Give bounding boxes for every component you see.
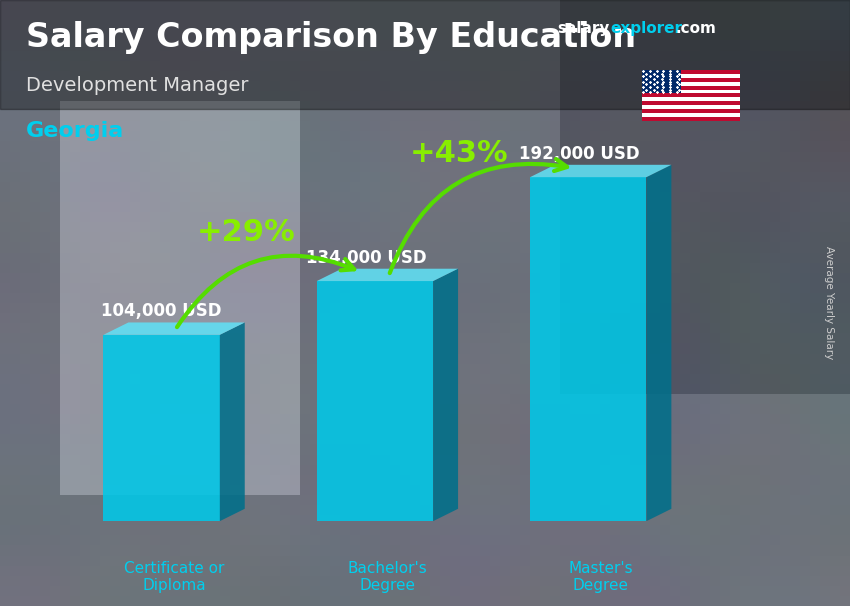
Text: explorer: explorer: [610, 21, 683, 36]
Bar: [642, 117, 740, 121]
Text: 134,000 USD: 134,000 USD: [306, 248, 427, 267]
Polygon shape: [530, 177, 647, 521]
Text: 192,000 USD: 192,000 USD: [519, 145, 640, 163]
Bar: [642, 101, 740, 105]
Bar: [642, 93, 740, 98]
Polygon shape: [104, 322, 245, 335]
Polygon shape: [104, 335, 220, 521]
Text: Master's
Degree: Master's Degree: [569, 561, 633, 593]
Text: Average Yearly Salary: Average Yearly Salary: [824, 247, 834, 359]
Polygon shape: [317, 281, 434, 521]
Text: +43%: +43%: [411, 139, 509, 168]
Bar: [642, 70, 740, 74]
Polygon shape: [530, 165, 672, 177]
Bar: [642, 90, 740, 93]
Bar: [642, 74, 740, 78]
Polygon shape: [647, 165, 672, 521]
Bar: [642, 109, 740, 113]
Bar: [0, 0, 850, 109]
Bar: [642, 85, 740, 90]
Polygon shape: [317, 268, 458, 281]
Text: Certificate or
Diploma: Certificate or Diploma: [124, 561, 224, 593]
Bar: [642, 70, 681, 93]
Text: Georgia: Georgia: [26, 121, 124, 141]
Bar: [642, 78, 740, 82]
Text: Bachelor's
Degree: Bachelor's Degree: [348, 561, 428, 593]
Polygon shape: [220, 322, 245, 521]
Text: salary: salary: [557, 21, 609, 36]
Text: 104,000 USD: 104,000 USD: [100, 302, 221, 321]
Text: Salary Comparison By Education: Salary Comparison By Education: [26, 21, 636, 54]
Polygon shape: [434, 268, 458, 521]
Bar: [642, 98, 740, 101]
Bar: [642, 82, 740, 85]
Bar: [642, 105, 740, 109]
Text: Development Manager: Development Manager: [26, 76, 248, 95]
Text: +29%: +29%: [196, 218, 296, 247]
Bar: [642, 113, 740, 117]
Text: .com: .com: [676, 21, 717, 36]
